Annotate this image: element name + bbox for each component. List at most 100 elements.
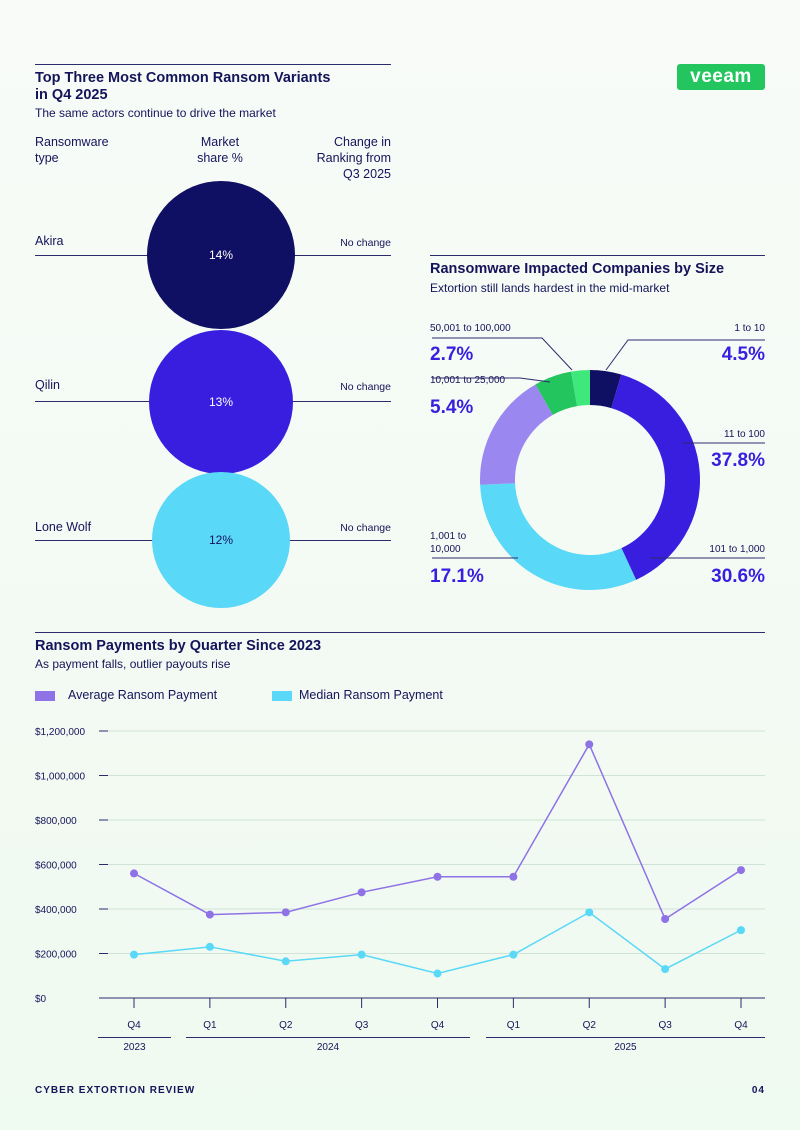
variant-name-lonewolf: Lone Wolf xyxy=(35,520,92,534)
variant-change-lonewolf: No change xyxy=(340,522,391,534)
legend-med-swatch xyxy=(272,691,292,701)
variants-title: Top Three Most Common Ransom Variants in… xyxy=(35,70,330,104)
label-50001to100000-name: 50,001 to 100,000 xyxy=(430,323,511,334)
variant-name-qilin: Qilin xyxy=(35,378,61,392)
series-line-1 xyxy=(133,911,742,975)
label-1to10-name: 1 to 10 xyxy=(734,323,765,334)
footer-title: CYBER EXTORTION REVIEW xyxy=(35,1085,196,1096)
x-tick-label-5: Q1 xyxy=(507,1020,521,1031)
label-11to100-name: 11 to 100 xyxy=(724,429,765,440)
x-tick-label-6: Q2 xyxy=(583,1020,597,1031)
share-circle-lonewolf: 12% xyxy=(152,472,290,608)
series-0-point-0 xyxy=(130,869,138,878)
series-1-point-5 xyxy=(509,950,518,959)
footer-page-number: 04 xyxy=(751,1085,765,1096)
series-0-point-8 xyxy=(737,866,745,875)
series-0-point-3 xyxy=(357,888,366,897)
x-tick-label-1: Q1 xyxy=(203,1020,217,1031)
donut-slice-1 xyxy=(611,374,700,580)
line-y-tick-labels: $0 $200,000 $400,000 $600,000 $800,000 $1,000… xyxy=(35,727,85,1005)
series-1-point-1 xyxy=(205,942,214,951)
x-tick-label-8: Q4 xyxy=(734,1020,748,1031)
col-header-type: Ransomware type xyxy=(35,134,109,166)
logo-text: veeam xyxy=(690,66,752,87)
payments-top-rule xyxy=(35,632,765,633)
line-grid xyxy=(99,730,765,999)
series-1-point-7 xyxy=(661,965,670,974)
x-tick-label-2: Q2 xyxy=(279,1020,293,1031)
legend-avg-label: Average Ransom Payment xyxy=(68,688,218,702)
veeam-logo: veeam xyxy=(677,64,765,90)
legend-avg-swatch xyxy=(35,691,55,701)
col-change-line3: Q3 2025 xyxy=(343,167,391,181)
col-share-line1: Market xyxy=(200,135,240,149)
series-0-point-1 xyxy=(205,910,214,919)
series-0-point-7 xyxy=(661,915,670,924)
series-line-0 xyxy=(133,742,742,921)
y-tick-label-5: $1,000,000 xyxy=(35,772,85,783)
label-1001to10000-name: 1,001 to 10,000 xyxy=(430,530,466,556)
x-tick-label-4: Q4 xyxy=(431,1020,445,1031)
leader-1to10 xyxy=(605,339,765,371)
leader-10001to25000 xyxy=(432,377,551,383)
variants-top-rule xyxy=(35,64,391,65)
variants-title-line2: in Q4 2025 xyxy=(35,87,108,103)
label-50001to100000-pct: 2.7% xyxy=(430,344,474,365)
col-type-line1: Ransomware xyxy=(35,135,109,149)
donut-slice-0 xyxy=(590,370,622,409)
payments-title: Ransom Payments by Quarter Since 2023 xyxy=(35,638,322,654)
series-1-point-6 xyxy=(585,908,594,917)
donut-slice-5 xyxy=(571,370,590,407)
donut-slice-3 xyxy=(480,384,553,485)
year-label-2023: 2023 xyxy=(123,1042,146,1053)
series-0-point-4 xyxy=(433,872,442,881)
variant-name-akira: Akira xyxy=(35,234,64,248)
year-line-2023 xyxy=(98,1037,171,1038)
companies-title: Ransomware Impacted Companies by Size xyxy=(430,261,725,277)
x-tick-label-7: Q3 xyxy=(658,1020,672,1031)
series-1-point-2 xyxy=(281,957,290,966)
series-1-point-3 xyxy=(357,950,366,959)
col-type-line2: type xyxy=(35,151,59,165)
label-1001to10000-line2: 10,000 xyxy=(430,544,461,555)
col-share-line2: share % xyxy=(197,151,243,165)
donut-leader-lines xyxy=(432,337,765,559)
companies-top-rule xyxy=(430,255,765,256)
label-10001to25000-name: 10,001 to 25,000 xyxy=(430,375,506,386)
y-tick-label-6: $1,200,000 xyxy=(35,727,85,738)
label-101to1000-pct: 30.6% xyxy=(711,566,765,587)
donut-slices xyxy=(480,370,700,590)
col-header-share: Market share % xyxy=(180,134,260,166)
x-tick-label-0: Q4 xyxy=(127,1020,141,1031)
label-1001to10000-pct: 17.1% xyxy=(430,566,484,587)
x-tick-label-3: Q3 xyxy=(355,1020,369,1031)
line-series xyxy=(130,740,745,978)
year-line-2025 xyxy=(486,1037,765,1038)
year-label-2025: 2025 xyxy=(614,1042,637,1053)
payments-subtitle: As payment falls, outlier payouts rise xyxy=(35,657,231,671)
label-1to10-pct: 4.5% xyxy=(721,344,765,365)
variants-title-line1: Top Three Most Common Ransom Variants xyxy=(35,70,331,86)
col-change-line2: Ranking from xyxy=(316,151,391,165)
donut-chart xyxy=(432,337,765,590)
share-value-qilin: 13% xyxy=(208,395,234,409)
series-0-point-2 xyxy=(281,908,290,917)
series-1-point-8 xyxy=(737,926,745,935)
year-line-2024 xyxy=(186,1037,470,1038)
leader-50001to100000 xyxy=(432,337,573,371)
series-0-point-6 xyxy=(585,740,594,749)
donut-slice-2 xyxy=(480,483,637,590)
y-tick-label-0: $0 xyxy=(35,994,47,1005)
label-1001to10000-line1: 1,001 to xyxy=(430,531,467,542)
label-101to1000-name: 101 to 1,000 xyxy=(709,544,765,555)
y-tick-label-1: $200,000 xyxy=(35,950,77,961)
col-header-change: Change in Ranking from Q3 2025 xyxy=(291,134,391,182)
share-value-lonewolf: 12% xyxy=(208,533,234,547)
companies-subtitle: Extortion still lands hardest in the mid… xyxy=(430,281,670,295)
share-circle-qilin: 13% xyxy=(149,330,293,474)
variant-change-qilin: No change xyxy=(340,381,391,393)
line-x-tick-labels: Q4 Q1 Q2 Q3 Q4 Q1 Q2 Q3 Q4 xyxy=(127,998,748,1031)
variants-subtitle: The same actors continue to drive the ma… xyxy=(35,106,276,120)
year-label-2024: 2024 xyxy=(316,1042,340,1053)
